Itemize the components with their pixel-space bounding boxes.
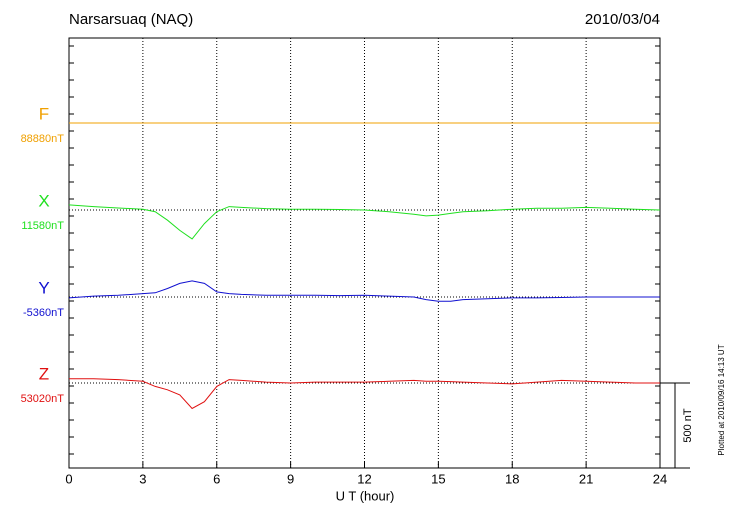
baseline-label: 11580nT xyxy=(21,220,64,232)
x-tick-label: 21 xyxy=(579,471,593,486)
x-tick-label: 6 xyxy=(213,471,220,486)
scale-label: 500 nT xyxy=(682,408,694,443)
x-tick-label: 15 xyxy=(431,471,445,486)
series-line xyxy=(69,378,660,410)
series-line xyxy=(68,204,661,240)
x-tick-label: 9 xyxy=(287,471,294,486)
x-tick-label: 12 xyxy=(357,471,371,486)
baseline-label: 53020nT xyxy=(21,393,65,405)
x-tick-label: 18 xyxy=(505,471,519,486)
series-name: Z xyxy=(39,364,49,383)
series-name: Y xyxy=(38,278,49,297)
series-line xyxy=(68,280,660,302)
series-name: F xyxy=(39,104,49,123)
x-tick-label: 0 xyxy=(65,471,72,486)
baseline-label: -5360nT xyxy=(23,307,64,319)
plot-frame xyxy=(68,37,661,469)
series-name: X xyxy=(38,191,49,210)
x-axis-label: U T (hour) xyxy=(336,488,395,503)
x-tick-label: 3 xyxy=(139,471,146,486)
baseline-label: 88880nT xyxy=(21,133,65,145)
chart-title: Narsarsuaq (NAQ) xyxy=(69,11,193,28)
footnote: Plotted at 2010/09/16 14:13 UT xyxy=(717,344,726,455)
x-tick-label: 24 xyxy=(653,471,667,486)
date: 2010/03/04 xyxy=(585,11,660,28)
